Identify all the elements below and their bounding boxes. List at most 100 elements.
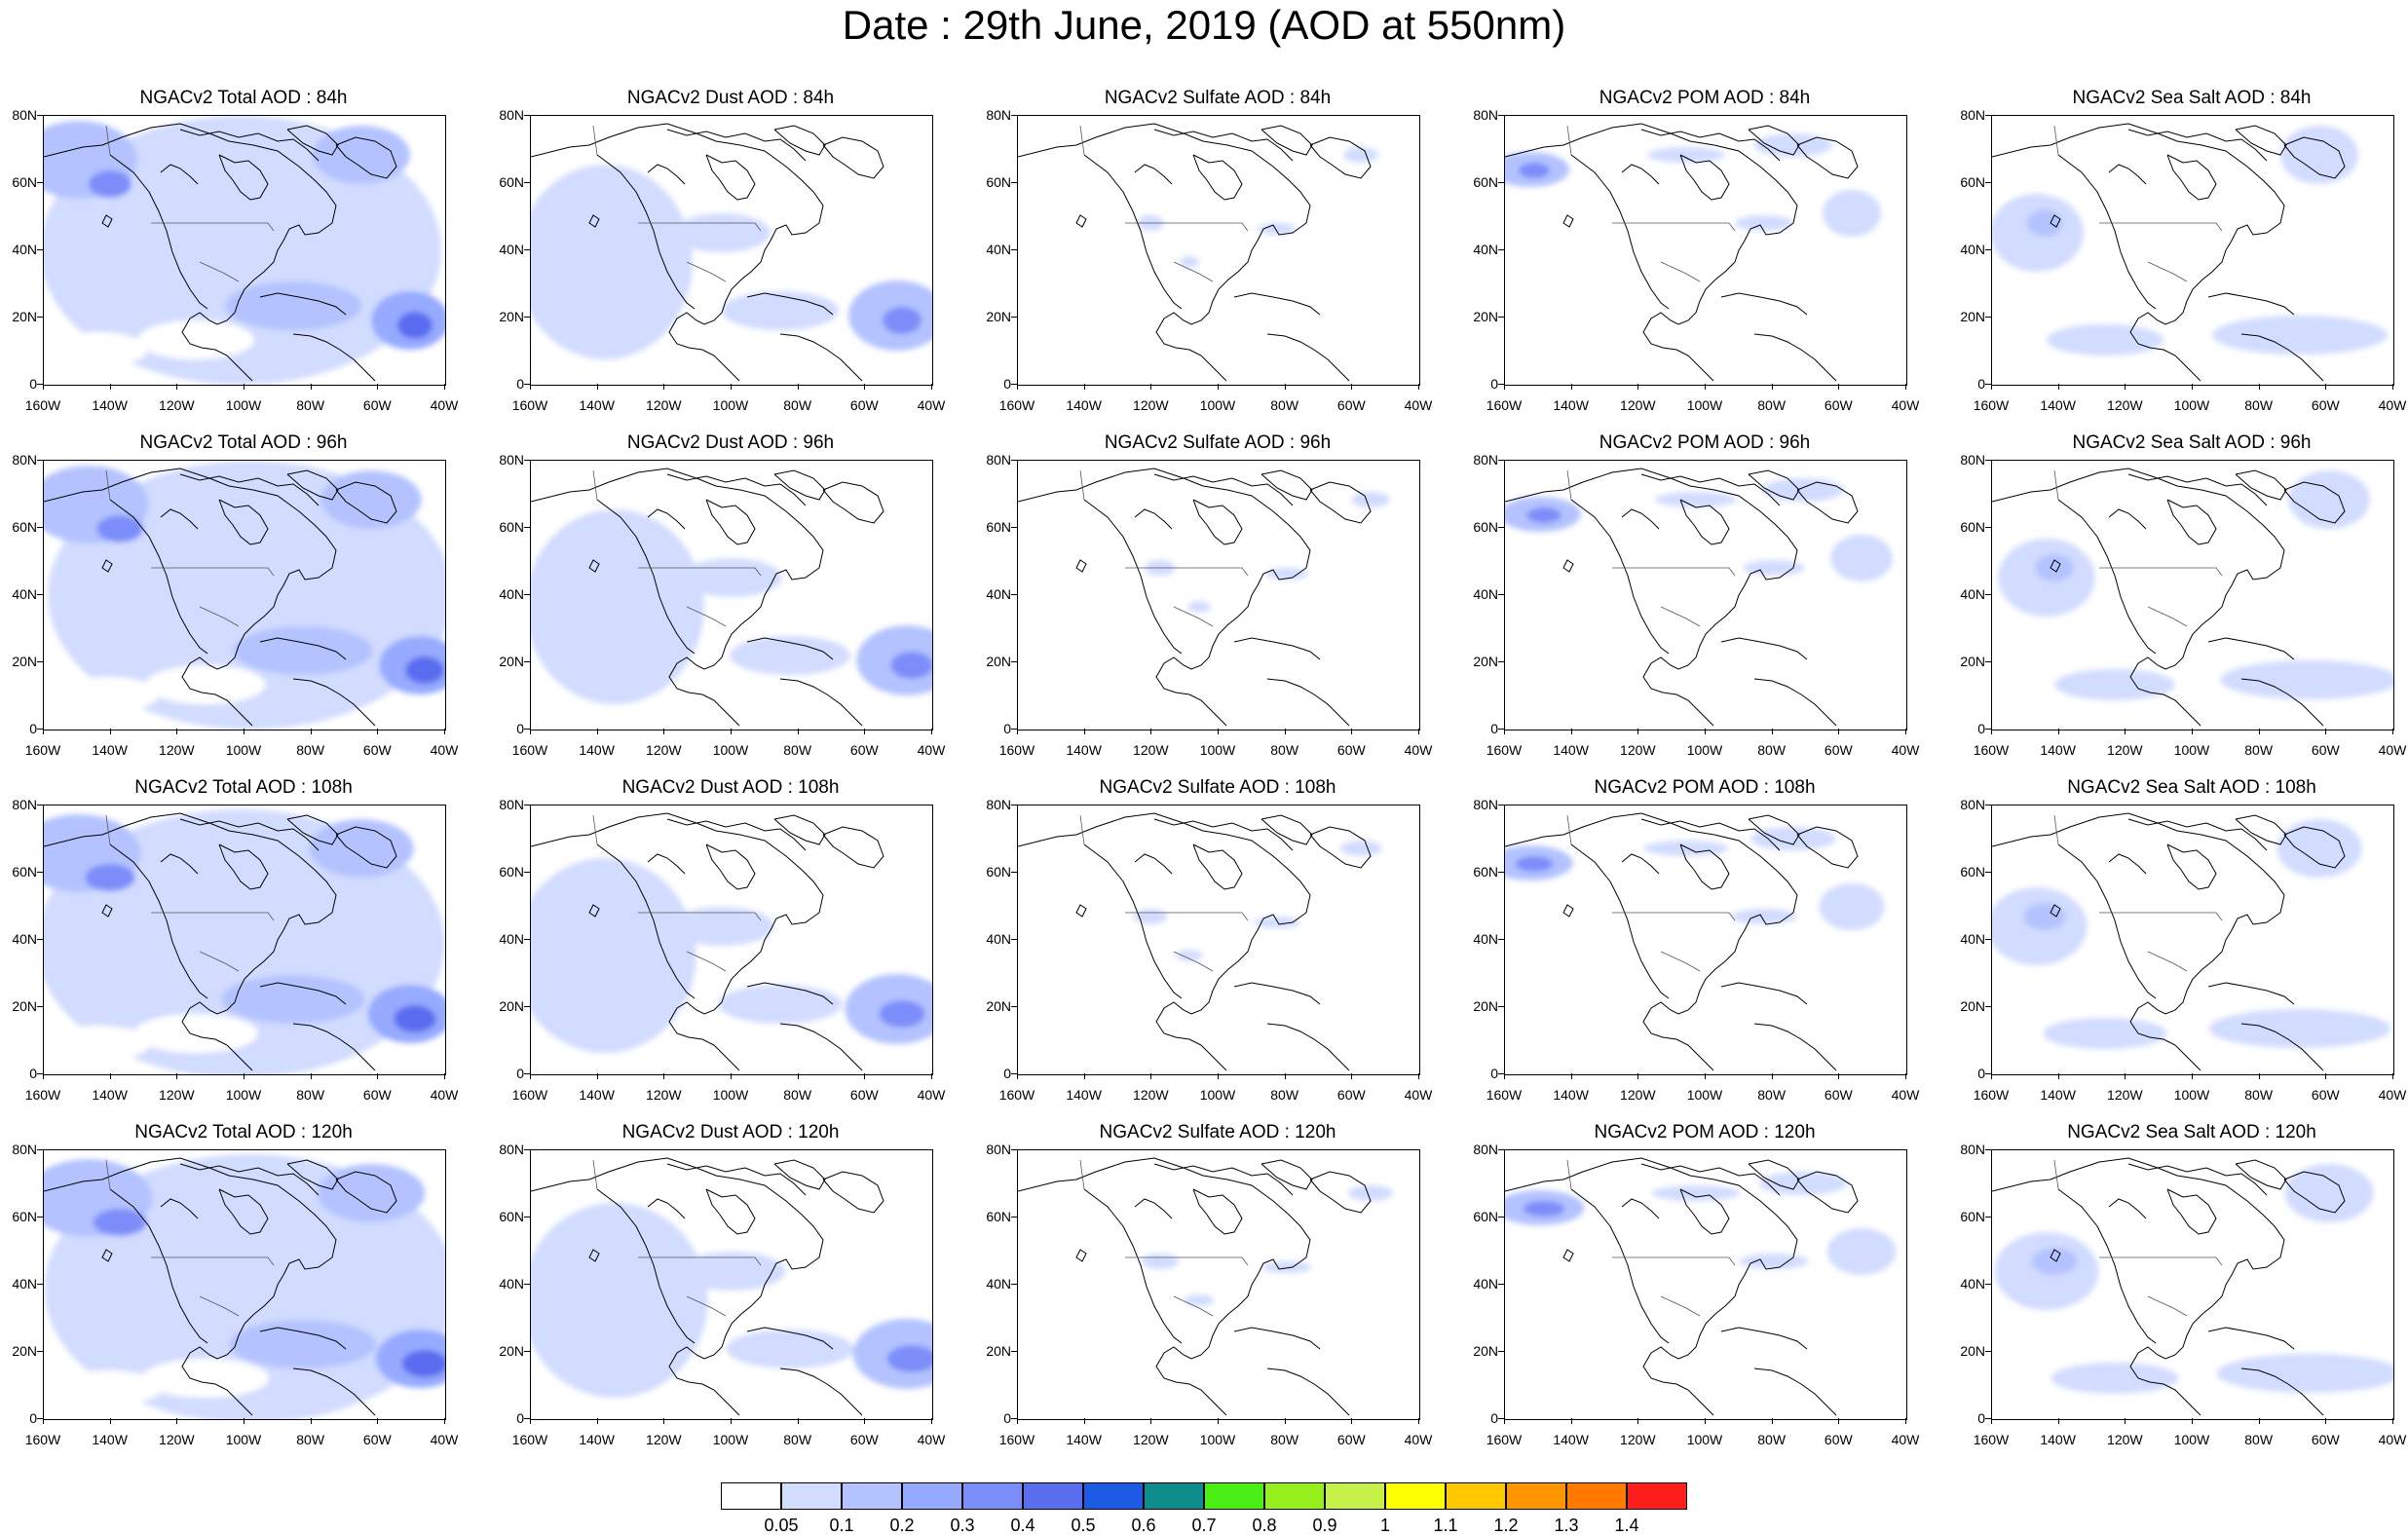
aod-region: [1754, 133, 1832, 157]
lat-tick: [1498, 1006, 1504, 1007]
coastline-path: [1679, 499, 1730, 545]
lon-tick: [1284, 384, 1286, 390]
coastline-path: [647, 853, 686, 875]
aod-field: [44, 461, 445, 730]
lon-tick: [377, 1073, 379, 1079]
lon-tick: [1838, 1073, 1840, 1079]
coastline: [1018, 1157, 1372, 1416]
border-path: [686, 951, 727, 972]
coastline-path: [1562, 1249, 1574, 1262]
lon-tick-label: 60W: [1336, 397, 1366, 413]
lon-tick-label: 40W: [1404, 742, 1433, 758]
aod-region: [1261, 1261, 1312, 1273]
aod-region: [1647, 147, 1725, 163]
coastline-path: [822, 1171, 884, 1214]
border-path: [638, 567, 762, 577]
map-plot-area: [1017, 115, 1420, 386]
lat-tick: [1985, 384, 1991, 385]
coastline-path: [1505, 123, 1798, 382]
lon-tick: [731, 1418, 732, 1424]
lat-tick-label: 40N: [986, 242, 1011, 257]
coastline-path: [1992, 812, 2285, 1071]
lat-tick: [1985, 182, 1991, 183]
lat-tick: [1011, 872, 1017, 873]
lat-tick: [1011, 460, 1017, 461]
lon-tick-label: 120W: [646, 742, 682, 758]
aod-region: [2276, 819, 2362, 878]
lon-tick: [1771, 1418, 1773, 1424]
coastline-path: [1796, 481, 1859, 524]
coastline-path: [1233, 637, 1321, 660]
map-plot-area: [1504, 1149, 1907, 1420]
lat-tick-label: 60N: [986, 1209, 1011, 1224]
lon-tick-label: 40W: [917, 742, 946, 758]
lat-tick: [1985, 249, 1991, 250]
lon-tick-label: 160W: [511, 397, 548, 413]
coastline-path: [666, 129, 807, 162]
lat-tick-label: 20N: [499, 998, 524, 1014]
lon-tick-label: 100W: [225, 1432, 262, 1447]
lat-tick-label: 80N: [986, 797, 1011, 812]
lat-tick: [524, 115, 530, 116]
aod-region: [1351, 492, 1390, 507]
lon-tick: [1991, 1073, 1992, 1079]
lat-tick-label: 80N: [1473, 452, 1498, 468]
lat-tick-label: 0: [29, 721, 37, 736]
lat-tick: [1011, 729, 1017, 730]
lon-tick: [310, 1073, 312, 1079]
aod-field: [1998, 470, 2393, 700]
lat-tick-label: 0: [29, 1066, 37, 1081]
coastline-path: [822, 136, 884, 179]
lon-tick: [310, 1418, 312, 1424]
lon-tick-label: 40W: [2378, 742, 2407, 758]
border-path: [1125, 222, 1249, 232]
lon-tick: [1083, 1073, 1085, 1079]
colorbar-swatch: [1627, 1482, 1687, 1510]
lat-tick: [1498, 384, 1504, 385]
lat-tick: [37, 594, 43, 595]
lat-tick: [1498, 527, 1504, 528]
coastline-path: [1192, 499, 1243, 545]
coastline-path: [1075, 1249, 1087, 1262]
lon-tick: [931, 1418, 932, 1424]
lon-tick: [2392, 384, 2393, 390]
lon-tick-label: 60W: [1336, 1432, 1366, 1447]
lon-tick: [109, 1418, 111, 1424]
aod-region: [726, 1330, 854, 1368]
lat-tick-label: 80N: [1473, 797, 1498, 812]
map-panel: NGACv2 Sulfate AOD : 84h 80N 60N 40N 20N 0 160…: [974, 88, 1438, 419]
lon-tick: [1637, 1418, 1639, 1424]
lat-tick-label: 40N: [1473, 931, 1498, 947]
colorbar-label: 1.2: [1493, 1516, 1519, 1535]
lon-tick: [1351, 729, 1353, 734]
aod-region: [93, 1209, 147, 1236]
lon-tick: [43, 1418, 44, 1424]
aod-region: [883, 307, 922, 334]
coastline-path: [779, 333, 863, 382]
coastline-path: [218, 154, 269, 201]
aod-region: [145, 665, 266, 704]
coastline-path: [292, 1367, 376, 1416]
coastline-path: [1309, 1171, 1372, 1214]
lat-tick: [1985, 594, 1991, 595]
lon-tick-label: 140W: [579, 742, 615, 758]
lon-tick: [109, 384, 111, 390]
lat-tick: [1498, 1073, 1504, 1074]
colorbar-label: 0.6: [1131, 1516, 1156, 1535]
lat-tick-label: 60N: [499, 174, 524, 190]
colorbar-swatch: [1325, 1482, 1385, 1510]
lon-tick: [1083, 384, 1085, 390]
coastline-path: [286, 814, 339, 845]
lon-tick-label: 80W: [2244, 742, 2274, 758]
border-path: [1125, 567, 1249, 577]
coastline-path: [1505, 812, 1798, 1071]
map-panel: NGACv2 Total AOD : 96h 80N 60N 40N 20N 0 160W 1…: [0, 432, 464, 764]
aod-region: [2216, 1354, 2393, 1393]
lon-tick: [530, 1073, 531, 1079]
coastline-path: [2240, 1023, 2324, 1071]
lat-tick: [37, 939, 43, 940]
aod-region: [1826, 1228, 1897, 1275]
map-plot-area: [43, 460, 446, 731]
map-plot-area: [1991, 460, 2394, 731]
coastline-path: [2050, 904, 2061, 918]
